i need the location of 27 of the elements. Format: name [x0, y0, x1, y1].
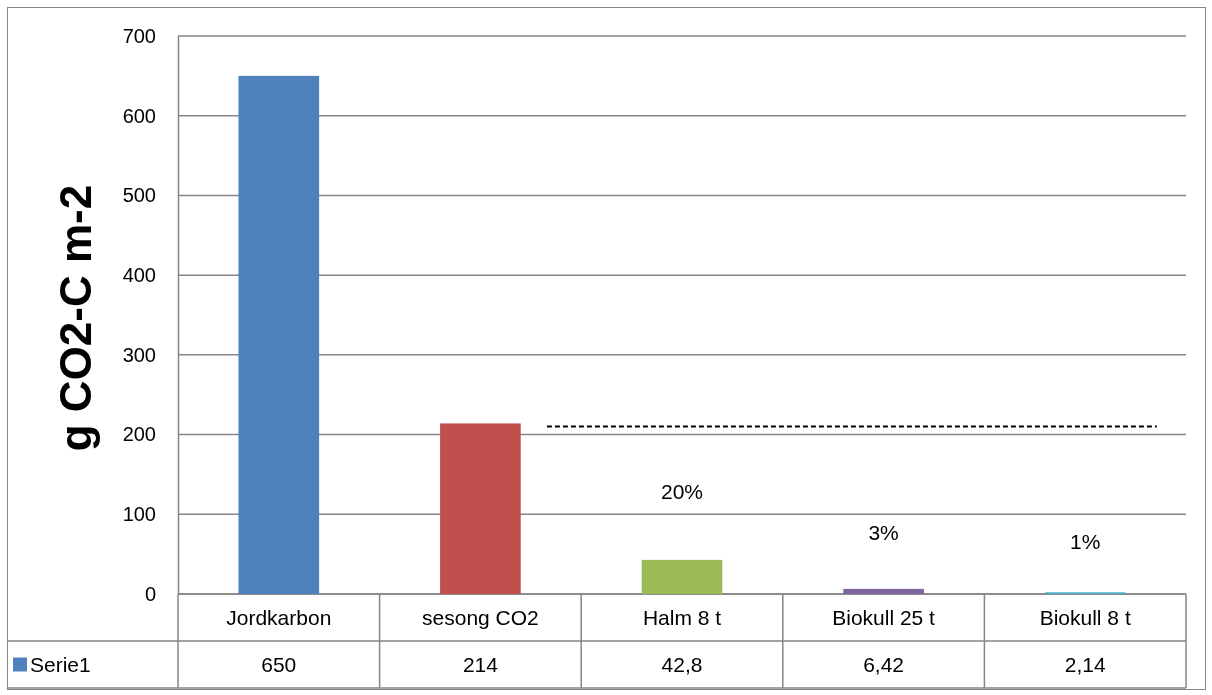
y-tick-label: 0	[144, 582, 156, 605]
y-tick-label: 500	[122, 184, 156, 207]
x-tick-label: Jordkarbon	[226, 606, 332, 629]
annotation: 3%	[868, 520, 899, 544]
data-label: 42,8	[661, 653, 703, 676]
x-tick-label: Halm 8 t	[642, 606, 722, 629]
y-tick-label: 300	[122, 343, 156, 366]
x-tick-label: Biokull 25 t	[832, 606, 936, 629]
y-tick-label: 700	[122, 24, 156, 47]
bar	[440, 423, 521, 594]
data-label: 650	[261, 653, 297, 676]
x-tick-label: Biokull 8 t	[1039, 606, 1131, 629]
bar	[843, 588, 924, 594]
data-label: 214	[462, 653, 499, 676]
legend-label: Serie1	[30, 653, 91, 676]
y-axis-title: g CO2-C m-2	[51, 184, 100, 452]
bar	[641, 559, 723, 594]
bar	[238, 75, 320, 594]
data-label: 6,42	[863, 653, 905, 676]
y-tick-label: 600	[122, 104, 156, 127]
y-tick-label: 400	[122, 264, 156, 287]
y-tick-label: 100	[122, 503, 156, 526]
data-label: 2,14	[1064, 653, 1106, 676]
y-tick-label: 200	[122, 423, 156, 446]
x-tick-label: sesong CO2	[422, 606, 539, 629]
annotation: 1%	[1070, 529, 1101, 553]
annotation: 20%	[660, 479, 704, 503]
